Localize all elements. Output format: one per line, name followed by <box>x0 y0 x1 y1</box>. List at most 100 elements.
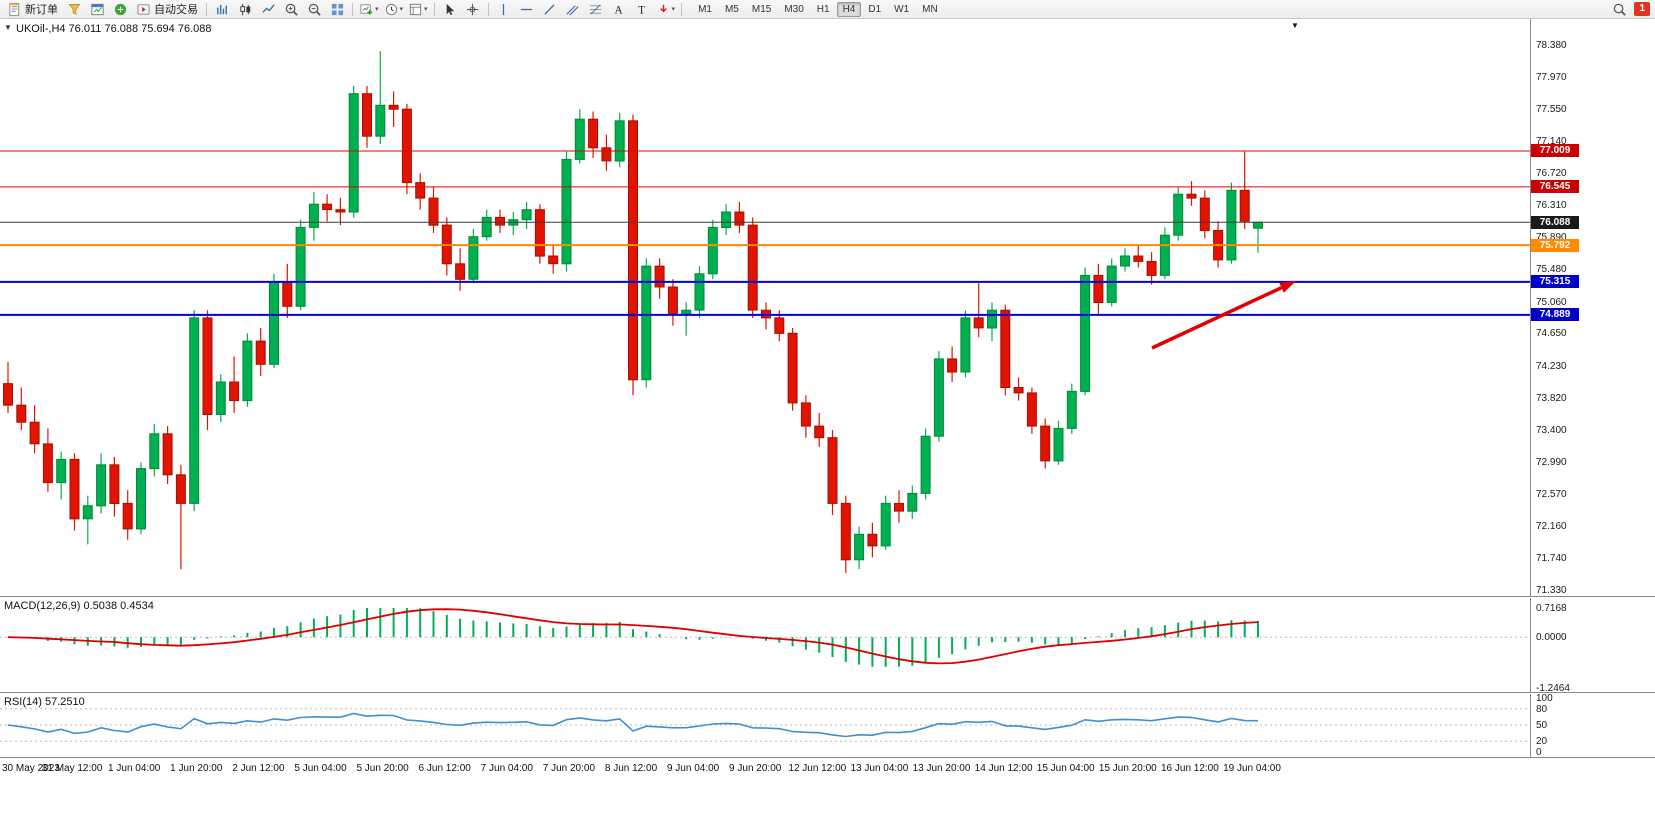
navigator-icon[interactable] <box>109 0 131 18</box>
price-axis: 78.380 77.970 77.550 77.140 76.720 76.310 75.8… <box>1530 19 1655 596</box>
tile-windows-icon[interactable] <box>326 0 348 18</box>
funnel-icon[interactable] <box>63 0 85 18</box>
price-tick: 74.650 <box>1536 328 1567 339</box>
autotrading-icon <box>137 3 150 15</box>
main-chart-panel[interactable]: ▼ UKOil-,H4 76.011 76.088 75.694 76.088 … <box>0 19 1655 597</box>
macd-tick: 0.0000 <box>1536 632 1567 643</box>
time-label: 19 Jun 04:00 <box>1223 763 1281 774</box>
macd-tick: -1.2464 <box>1536 683 1570 694</box>
timeframe-m5-button[interactable]: M5 <box>724 3 739 15</box>
autotrading-button[interactable]: 自动交易 <box>132 1 202 17</box>
price-tick: 73.400 <box>1536 425 1567 436</box>
time-label: 15 Jun 04:00 <box>1036 763 1095 774</box>
timeframe-mn-button[interactable]: MN <box>922 3 938 15</box>
time-label: 2 Jun 12:00 <box>232 763 285 774</box>
template-dropdown[interactable]: ▾ <box>406 0 430 18</box>
bar-chart-icon[interactable] <box>211 0 233 18</box>
separator <box>681 2 683 16</box>
macd-tick: 0.7168 <box>1536 603 1567 614</box>
price-tick: 75.890 <box>1536 232 1567 243</box>
new-order-icon <box>9 2 20 16</box>
time-label: 6 Jun 12:00 <box>418 763 471 774</box>
price-tick: 78.380 <box>1536 40 1567 51</box>
macd-plot <box>0 608 1530 667</box>
price-tick: 72.570 <box>1536 489 1567 500</box>
rsi-label: RSI(14) 57.2510 <box>4 696 85 708</box>
rsi-plot <box>0 708 1530 742</box>
macd-label: MACD(12,26,9) 0.5038 0.4534 <box>4 600 154 612</box>
chevron-down-icon: ▾ <box>671 6 676 13</box>
price-tick: 77.970 <box>1536 72 1567 83</box>
rsi-axis: 100 80 50 20 0 <box>1530 693 1655 758</box>
timeframe-m30-button[interactable]: M30 <box>784 3 804 15</box>
price-tick: 77.140 <box>1536 136 1567 147</box>
line-chart-icon[interactable] <box>257 0 279 18</box>
timeframe-m15-button[interactable]: M15 <box>751 3 772 15</box>
horizontal-line-tool-icon[interactable] <box>516 0 538 18</box>
collapse-chart-icon[interactable]: ▼ <box>4 23 12 32</box>
zoom-in-icon[interactable] <box>280 0 302 18</box>
period-dropdown[interactable]: ▾ <box>382 0 406 18</box>
candlestick-plot[interactable] <box>0 19 1530 597</box>
rsi-tick: 20 <box>1536 736 1548 747</box>
timeframe-group: M1 M5 M15 M30 H1 H4 D1 W1 MN <box>692 1 944 17</box>
fibonacci-tool-icon[interactable] <box>585 0 607 18</box>
crosshair-icon[interactable] <box>462 0 484 18</box>
time-label: 8 Jun 12:00 <box>604 763 658 774</box>
timeframe-h4-button[interactable]: H4 <box>836 1 862 17</box>
time-label: 13 Jun 04:00 <box>850 763 909 774</box>
chart-header: UKOil-,H4 76.011 76.088 75.694 76.088 <box>16 23 212 35</box>
toolbar-right-group: 1 <box>1608 0 1652 18</box>
vertical-line-tool-icon[interactable] <box>493 0 515 18</box>
chevron-down-icon: ▾ <box>375 6 379 13</box>
autotrading-label: 自动交易 <box>154 4 198 16</box>
rsi-tick: 0 <box>1536 747 1542 758</box>
macd-panel: MACD(12,26,9) 0.5038 0.4534 0.7168 0.0000… <box>0 598 1655 694</box>
trendline-tool-icon[interactable] <box>539 0 561 18</box>
timeframe-w1-button[interactable]: W1 <box>894 3 910 15</box>
price-tick: 71.740 <box>1536 553 1567 564</box>
chevron-down-icon: ▾ <box>424 6 428 13</box>
time-label: 30 May 2023 <box>2 763 60 774</box>
time-label: 12 Jun 12:00 <box>788 763 847 774</box>
rsi-tick: 80 <box>1536 704 1548 715</box>
candlestick-chart-icon[interactable] <box>234 0 256 18</box>
time-axis[interactable]: 30 May 2023 31 May 12:00 1 Jun 04:00 1 Jun … <box>0 759 1655 826</box>
rsi-tick: 100 <box>1536 693 1553 704</box>
separator <box>352 2 353 16</box>
cursor-icon[interactable] <box>439 0 461 18</box>
separator <box>487 2 489 16</box>
level-price-badge: 75.315 <box>1531 275 1579 288</box>
timeframe-d1-button[interactable]: D1 <box>868 3 882 15</box>
rsi-panel: RSI(14) 57.2510 100 80 50 20 0 <box>0 693 1655 758</box>
separator <box>206 2 207 16</box>
notification-badge[interactable]: 1 <box>1634 2 1650 16</box>
time-label: 14 Jun 12:00 <box>974 763 1033 774</box>
chart-shift-marker-icon[interactable]: ▼ <box>1291 21 1299 30</box>
zoom-out-icon[interactable] <box>303 0 325 18</box>
price-tick: 76.310 <box>1536 200 1567 211</box>
timeframe-h1-button[interactable]: H1 <box>816 3 830 15</box>
level-price-badge: 76.545 <box>1531 180 1579 193</box>
current-price-price-badge: 76.088 <box>1531 216 1579 229</box>
label-tool-icon[interactable]: T <box>631 0 653 18</box>
text-tool-icon[interactable]: A <box>608 0 630 18</box>
arrows-tool-dropdown[interactable]: ▾ <box>654 0 678 18</box>
toolbar: 新订单 自动交易 ▾ ▾ ▾ A T ▾ M1 M5 M15 M30 H1 H4 D1 W1 M… <box>0 0 1655 19</box>
new-chart-dropdown[interactable]: ▾ <box>357 0 381 18</box>
time-label: 1 Jun 04:00 <box>108 763 161 774</box>
price-tick: 73.820 <box>1536 393 1567 404</box>
separator <box>433 2 435 16</box>
svg-text:A: A <box>614 4 623 16</box>
chevron-down-icon: ▾ <box>399 6 404 13</box>
time-label: 7 Jun 04:00 <box>480 763 533 774</box>
price-tick: 71.330 <box>1536 585 1567 596</box>
channel-tool-icon[interactable] <box>562 0 584 18</box>
timeframe-m1-button[interactable]: M1 <box>698 3 712 15</box>
market-watch-icon[interactable] <box>86 0 108 18</box>
new-order-button[interactable]: 新订单 <box>3 1 62 17</box>
rsi-tick: 50 <box>1536 720 1548 731</box>
price-tick: 75.480 <box>1536 264 1567 275</box>
new-order-label: 新订单 <box>25 4 58 16</box>
search-icon[interactable] <box>1608 0 1630 18</box>
